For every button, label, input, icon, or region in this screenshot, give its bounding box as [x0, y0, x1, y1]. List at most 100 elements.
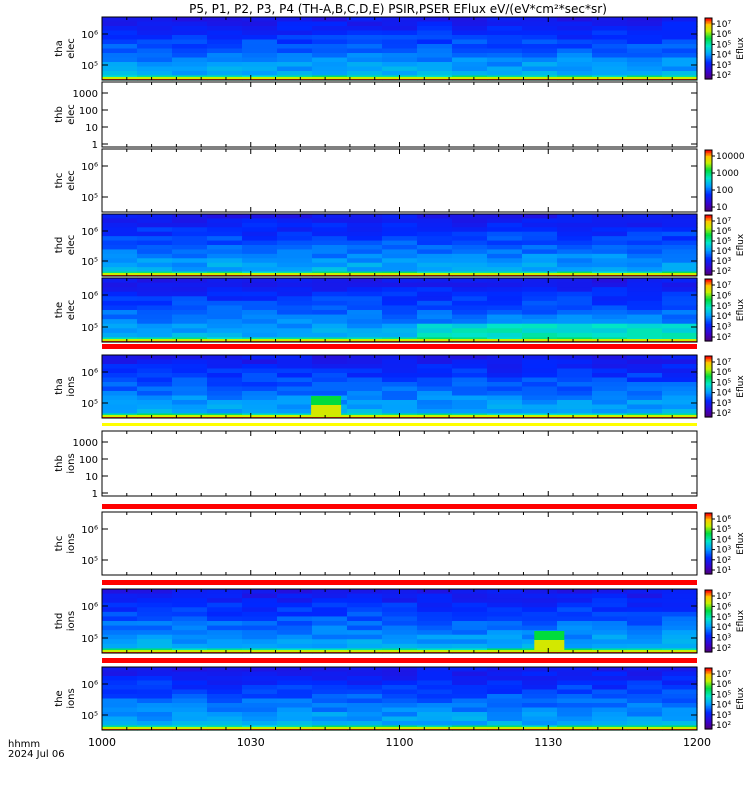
heatmap-cell — [592, 262, 628, 268]
heatmap-cell — [137, 716, 173, 722]
colorbar-tick-label: 10² — [716, 721, 731, 731]
heatmap-cell — [312, 382, 348, 388]
colorbar-swatch — [705, 590, 712, 593]
colorbar-swatch — [705, 700, 712, 703]
heatmap-cell — [592, 643, 628, 650]
heatmap-cell — [557, 314, 593, 320]
heatmap-cell — [207, 222, 243, 228]
heatmap-cell — [242, 598, 278, 604]
colorbar-swatch — [705, 557, 712, 560]
heatmap-cell — [137, 634, 173, 640]
colorbar-swatch — [705, 22, 712, 25]
colorbar-swatch — [705, 197, 712, 200]
heatmap-cell — [242, 712, 278, 718]
heatmap-cell — [207, 589, 243, 595]
heatmap-cell — [382, 323, 418, 329]
colorbar-swatch — [705, 336, 712, 339]
colorbar-swatch — [705, 189, 712, 192]
heatmap-cell — [592, 409, 628, 415]
heatmap-cell — [382, 404, 418, 410]
heatmap-cell — [417, 287, 453, 293]
heatmap-cell — [522, 287, 558, 293]
heatmap-cell — [207, 214, 243, 220]
heatmap-cell — [662, 291, 698, 297]
heatmap-cell — [592, 667, 628, 673]
colorbar-tick-label: 10⁴ — [716, 701, 731, 711]
heatmap-cell — [662, 278, 698, 284]
colorbar-swatch — [705, 66, 712, 69]
heatmap-cell — [592, 630, 628, 636]
heatmap-cell — [102, 355, 138, 361]
colorbar-swatch — [705, 172, 712, 176]
heatmap-cell — [662, 249, 698, 255]
heatmap-cell — [452, 249, 488, 255]
heatmap-cell — [522, 625, 558, 631]
colorbar-swatch — [705, 519, 712, 522]
x-axis-label-format: hhmm — [8, 739, 40, 750]
heatmap-cell — [592, 598, 628, 604]
heatmap-cell — [172, 391, 208, 397]
y-tick-label: 10⁶ — [81, 602, 98, 613]
heatmap-cell — [277, 382, 313, 388]
heatmap-cell — [592, 621, 628, 627]
heatmap-cell — [277, 373, 313, 379]
heatmap-cell — [347, 621, 383, 627]
heatmap-cell — [277, 721, 313, 727]
heatmap-cell — [347, 278, 383, 284]
colorbar-swatch — [705, 288, 712, 291]
heatmap-cell — [592, 291, 628, 297]
heatmap-cell — [382, 253, 418, 259]
heatmap-cell — [137, 364, 173, 370]
heatmap-cell — [522, 332, 558, 339]
heatmap-cell — [522, 39, 558, 45]
heatmap-cell — [382, 39, 418, 45]
x-tick-label: 1030 — [237, 736, 265, 749]
heatmap-cell — [172, 17, 208, 23]
heatmap-cell — [347, 685, 383, 691]
heatmap-cell — [662, 611, 698, 618]
heatmap-cell — [452, 395, 488, 401]
heatmap-cell — [277, 621, 313, 627]
heatmap-cell — [592, 48, 628, 54]
colorbar-swatch — [705, 327, 712, 330]
heatmap-cell — [242, 214, 278, 220]
colorbar-swatch — [705, 718, 712, 721]
heatmap-cell — [277, 377, 313, 383]
heatmap-cell — [347, 39, 383, 45]
heatmap-cell — [207, 253, 243, 259]
colorbar-swatch — [705, 266, 712, 269]
heatmap-cell — [592, 71, 628, 77]
heatmap-cell — [592, 400, 628, 406]
heatmap-cell — [662, 21, 698, 27]
heatmap-cell — [102, 607, 138, 613]
heatmap-cell — [102, 703, 138, 709]
colorbar-swatch — [705, 516, 712, 519]
heatmap-cell — [522, 53, 558, 59]
colorbar-swatch — [705, 548, 712, 551]
heatmap-cell — [137, 404, 173, 410]
heatmap-cell — [312, 245, 348, 251]
heatmap-cell — [592, 57, 628, 63]
heatmap-cell — [242, 611, 278, 618]
heatmap-cell — [312, 240, 348, 246]
colorbar-swatch — [705, 377, 712, 380]
heatmap-cell — [312, 616, 348, 622]
heatmap-cell — [277, 639, 313, 645]
heatmap-cell — [277, 703, 313, 709]
heatmap-cell — [557, 44, 593, 50]
heatmap-cell — [627, 245, 663, 251]
heatmap-cell — [592, 694, 628, 700]
heatmap-cell — [242, 236, 278, 242]
colorbar-swatch — [705, 333, 712, 336]
heatmap-cell — [592, 589, 628, 595]
heatmap-cell — [312, 332, 348, 339]
colorbar-tick-label: 10 — [716, 203, 728, 213]
heatmap-cell — [172, 355, 208, 361]
colorbar-tick-label: 10⁷ — [716, 20, 731, 30]
heatmap-cell — [662, 35, 698, 41]
heatmap-cell — [277, 634, 313, 640]
heatmap-cell — [592, 282, 628, 288]
heatmap-cell — [172, 249, 208, 255]
colorbar-swatch — [705, 678, 712, 681]
